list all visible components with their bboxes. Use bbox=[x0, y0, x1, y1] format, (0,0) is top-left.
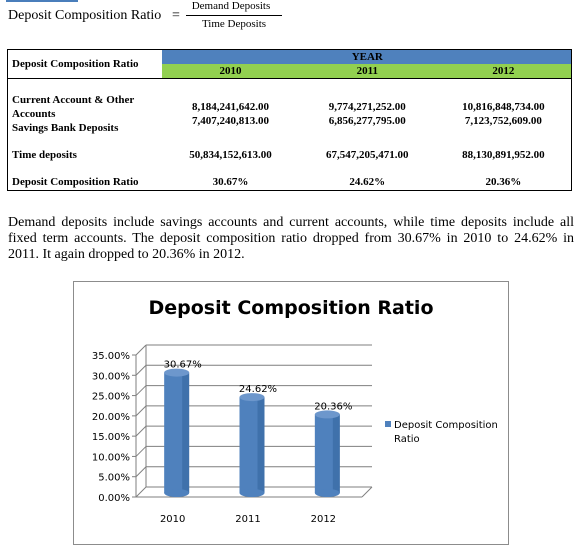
table-col-2012: 2012 bbox=[435, 64, 572, 79]
table-cell: 30.67% bbox=[162, 174, 299, 191]
bar-top bbox=[314, 410, 340, 419]
bar-2010 bbox=[164, 372, 190, 493]
table-corner-label: Deposit Composition Ratio bbox=[7, 49, 163, 79]
y-tick-label: 10.00% bbox=[92, 452, 130, 463]
table-cell: 20.36% bbox=[435, 174, 572, 191]
legend-swatch bbox=[385, 421, 391, 427]
x-tick-label: 2012 bbox=[311, 514, 336, 525]
formula-equals: = bbox=[172, 8, 180, 23]
y-tick-label: 35.00% bbox=[92, 351, 130, 362]
x-tick-label: 2010 bbox=[160, 514, 185, 525]
bar-2012 bbox=[314, 414, 340, 493]
table-row-label: Deposit Composition Ratio bbox=[7, 174, 163, 191]
table-row-label: Current Account & Other Accounts Savings… bbox=[7, 92, 163, 135]
y-tick-label: 0.00% bbox=[98, 493, 130, 504]
bar-shade bbox=[182, 372, 190, 493]
bar-top bbox=[164, 368, 190, 377]
formula-numerator: Demand Deposits bbox=[191, 0, 271, 12]
y-tick-label: 20.00% bbox=[92, 412, 130, 423]
table-cell: 88,130,891,952.00 bbox=[435, 146, 572, 163]
chart-container: Deposit Composition Ratio 0.00% 5.00% 10.00… bbox=[73, 281, 509, 545]
table-col-2010: 2010 bbox=[162, 64, 299, 79]
table-cell: 67,547,205,471.00 bbox=[326, 148, 409, 161]
formula-fraction-bar bbox=[186, 15, 282, 16]
y-tick-label: 30.00% bbox=[92, 371, 130, 382]
data-label: 30.67% bbox=[164, 360, 202, 371]
y-tick-label: 5.00% bbox=[98, 473, 130, 484]
table-cell: 50,834,152,613.00 bbox=[189, 148, 272, 161]
gridline-depth bbox=[135, 466, 147, 478]
bar-top bbox=[239, 393, 265, 402]
gridline-depth bbox=[135, 344, 147, 356]
y-tick-label: 15.00% bbox=[92, 432, 130, 443]
data-label: 24.62% bbox=[239, 384, 277, 395]
gridline-depth bbox=[135, 405, 147, 417]
bar-2011 bbox=[239, 397, 265, 493]
bar-base bbox=[239, 489, 265, 497]
deposit-table: Deposit Composition Ratio YEAR 2010 2011… bbox=[7, 49, 572, 191]
formula-denominator: Time Deposits bbox=[201, 18, 267, 30]
body-paragraph: Demand deposits include savings accounts… bbox=[8, 215, 574, 262]
chart-title: Deposit Composition Ratio bbox=[149, 297, 434, 319]
table-col-2011: 2011 bbox=[298, 64, 436, 79]
gridline-depth bbox=[135, 446, 147, 457]
floor-edge bbox=[361, 486, 373, 498]
table-cell: 24.62% bbox=[298, 174, 436, 191]
x-tick-label: 2011 bbox=[235, 514, 260, 525]
bar-base bbox=[164, 489, 190, 497]
bar-chart: Deposit Composition Ratio 0.00% 5.00% 10.00… bbox=[92, 297, 498, 525]
bar-base bbox=[314, 489, 340, 497]
table-cell: 8,184,241,642.00 7,407,240,813.00 bbox=[192, 100, 269, 127]
legend-label: Deposit Composition Ratio bbox=[394, 420, 498, 445]
gridline-depth bbox=[135, 425, 147, 437]
y-tick-label: 25.00% bbox=[92, 392, 130, 403]
formula: Deposit Composition Ratio = Demand Depos… bbox=[6, 0, 306, 40]
formula-lhs: Deposit Composition Ratio bbox=[8, 8, 162, 23]
data-label: 20.36% bbox=[314, 401, 352, 412]
table-cell: 9,774,271,252.00 6,856,277,795.00 bbox=[328, 100, 406, 127]
table-row-label: Time deposits bbox=[7, 146, 163, 163]
bar-shade bbox=[257, 397, 265, 493]
gridline-depth bbox=[135, 486, 147, 498]
header-rule bbox=[6, 0, 78, 2]
gridline-depth bbox=[135, 364, 147, 376]
table-year-header: YEAR bbox=[298, 49, 436, 64]
table-cell: 10,816,848,734.00 7,123,752,609.00 bbox=[435, 92, 572, 135]
gridline-depth bbox=[135, 385, 147, 396]
bar-shade bbox=[332, 414, 340, 493]
